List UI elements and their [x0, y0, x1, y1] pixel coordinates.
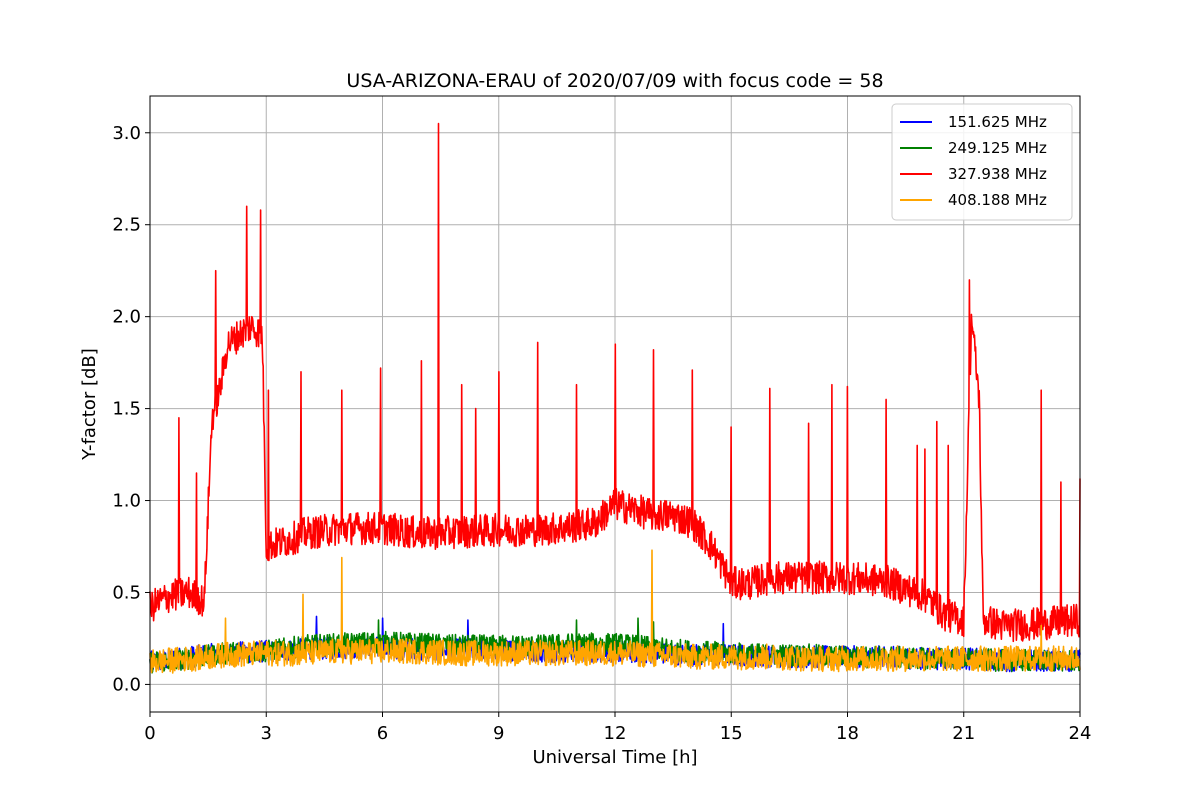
legend: 151.625 MHz 249.125 MHz 327.938 MHz 408.188…: [891, 103, 1073, 221]
legend-entry-4: 408.188 MHz: [948, 191, 1047, 209]
y-tick-label: 2.5: [112, 215, 141, 236]
x-tick-label: 0: [144, 723, 155, 744]
x-tick-label: 6: [377, 723, 388, 744]
x-tick-label: 15: [720, 723, 743, 744]
axis-ticks: 0 3 6 9 12 15 18 21 24 0.0 0.5 1.0 1.5 2.0 2.5 3.0: [112, 123, 1091, 744]
series-line-4: [149, 549, 1081, 674]
x-axis-label: Universal Time [h]: [532, 747, 697, 768]
chart-title: USA-ARIZONA-ERAU of 2020/07/09 with focu…: [346, 70, 883, 92]
y-tick-label: 0.0: [112, 674, 141, 695]
series-line-3: [149, 122, 1081, 643]
x-tick-label: 18: [836, 723, 859, 744]
x-tick-label: 24: [1069, 723, 1092, 744]
legend-entry-3: 327.938 MHz: [948, 165, 1047, 183]
legend-entry-2: 249.125 MHz: [948, 139, 1047, 157]
series-group: [149, 122, 1081, 674]
y-tick-label: 2.0: [112, 307, 141, 328]
x-tick-label: 21: [952, 723, 975, 744]
x-tick-label: 3: [261, 723, 272, 744]
y-tick-label: 1.0: [112, 491, 141, 512]
x-tick-label: 12: [604, 723, 627, 744]
x-tick-label: 9: [493, 723, 504, 744]
y-tick-label: 1.5: [112, 399, 141, 420]
y-tick-label: 0.5: [112, 582, 141, 603]
y-tick-label: 3.0: [112, 123, 141, 144]
legend-entry-1: 151.625 MHz: [948, 113, 1047, 131]
legend-box: [891, 103, 1073, 221]
y-axis-label: Y-factor [dB]: [79, 348, 100, 461]
